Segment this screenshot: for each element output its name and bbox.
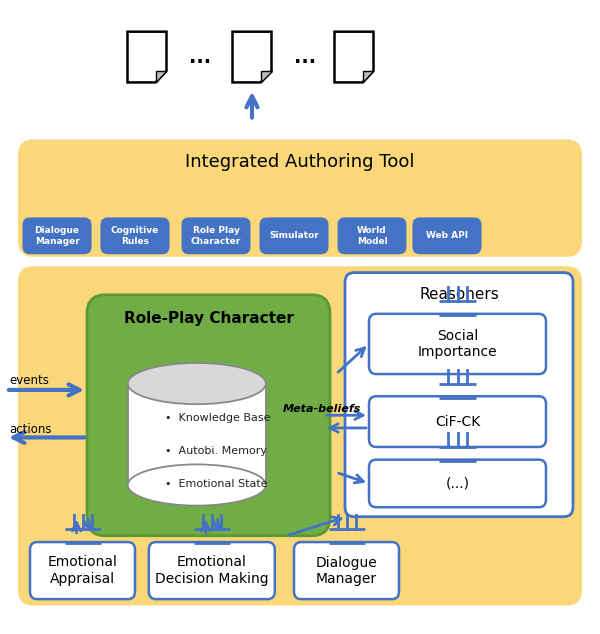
- FancyBboxPatch shape: [369, 396, 546, 447]
- Text: Simulator: Simulator: [269, 231, 319, 240]
- Polygon shape: [155, 71, 166, 82]
- FancyBboxPatch shape: [101, 217, 169, 254]
- FancyBboxPatch shape: [18, 266, 582, 605]
- FancyBboxPatch shape: [182, 217, 251, 254]
- Polygon shape: [362, 71, 373, 82]
- Polygon shape: [335, 32, 373, 82]
- FancyBboxPatch shape: [87, 295, 330, 536]
- Text: Reasoners: Reasoners: [419, 287, 499, 302]
- Text: Role-Play Character: Role-Play Character: [124, 311, 294, 327]
- Text: CiF-CK: CiF-CK: [435, 415, 480, 429]
- FancyBboxPatch shape: [149, 542, 275, 599]
- Text: Integrated Authoring Tool: Integrated Authoring Tool: [185, 153, 415, 171]
- FancyBboxPatch shape: [260, 217, 329, 254]
- FancyBboxPatch shape: [337, 217, 407, 254]
- Text: events: events: [9, 374, 49, 387]
- Text: •  Emotional State: • Emotional State: [165, 479, 268, 489]
- Bar: [128, 384, 266, 485]
- Text: World
Model: World Model: [356, 226, 388, 245]
- FancyBboxPatch shape: [18, 139, 582, 257]
- Text: actions: actions: [9, 423, 52, 436]
- Text: Web API: Web API: [426, 231, 468, 240]
- Text: •  Autobi. Memory: • Autobi. Memory: [165, 446, 267, 456]
- Polygon shape: [260, 71, 271, 82]
- Polygon shape: [128, 32, 166, 82]
- Text: Emotional
Appraisal: Emotional Appraisal: [47, 555, 118, 586]
- FancyBboxPatch shape: [23, 217, 91, 254]
- Text: Meta-beliefs: Meta-beliefs: [283, 404, 362, 414]
- FancyBboxPatch shape: [30, 542, 135, 599]
- Text: Emotional
Decision Making: Emotional Decision Making: [155, 555, 269, 586]
- Ellipse shape: [128, 363, 266, 404]
- FancyBboxPatch shape: [413, 217, 482, 254]
- Text: Social
Importance: Social Importance: [418, 329, 497, 359]
- Text: ...: ...: [189, 48, 211, 67]
- FancyBboxPatch shape: [345, 273, 573, 517]
- Text: ...: ...: [294, 48, 316, 67]
- Text: Role Play
Character: Role Play Character: [191, 226, 241, 245]
- FancyBboxPatch shape: [294, 542, 399, 599]
- Text: (...): (...): [445, 476, 470, 491]
- Text: Dialogue
Manager: Dialogue Manager: [316, 555, 377, 586]
- Text: Dialogue
Manager: Dialogue Manager: [35, 226, 79, 245]
- Text: •  Knowledge Base: • Knowledge Base: [165, 413, 271, 424]
- FancyBboxPatch shape: [369, 314, 546, 374]
- Ellipse shape: [128, 464, 266, 506]
- Polygon shape: [232, 32, 271, 82]
- FancyBboxPatch shape: [369, 460, 546, 507]
- Text: Cognitive
Rules: Cognitive Rules: [111, 226, 159, 245]
